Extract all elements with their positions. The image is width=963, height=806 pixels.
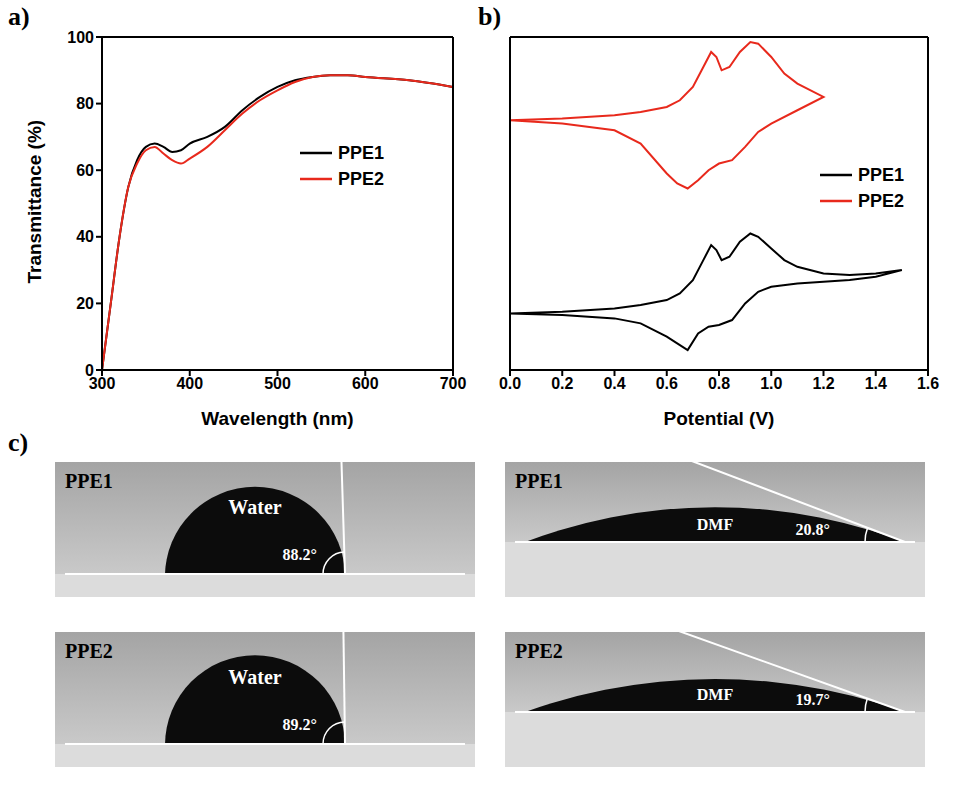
svg-text:100: 100 xyxy=(67,29,94,46)
svg-text:PPE1: PPE1 xyxy=(65,470,113,492)
svg-text:1.2: 1.2 xyxy=(812,375,834,392)
html-text:PPE1: PPE1 xyxy=(338,142,384,163)
svg-text:20.8°: 20.8° xyxy=(796,521,830,538)
svg-text:DMF: DMF xyxy=(697,686,734,703)
svg-text:20: 20 xyxy=(76,295,94,312)
svg-text:600: 600 xyxy=(352,375,379,392)
svg-text:PPE2: PPE2 xyxy=(65,640,113,662)
html-text:PPE1: PPE1 xyxy=(858,164,904,185)
svg-text:0: 0 xyxy=(85,362,94,379)
svg-text:Water: Water xyxy=(228,496,281,518)
svg-text:Potential (V): Potential (V) xyxy=(664,408,775,429)
html-text:PPE2: PPE2 xyxy=(858,190,904,211)
svg-text:1.6: 1.6 xyxy=(917,375,939,392)
svg-text:PPE2: PPE2 xyxy=(515,640,563,662)
svg-text:500: 500 xyxy=(264,375,291,392)
svg-text:1.4: 1.4 xyxy=(865,375,887,392)
svg-text:1.0: 1.0 xyxy=(760,375,782,392)
svg-text:89.2°: 89.2° xyxy=(283,716,317,733)
svg-text:Wavelength (nm): Wavelength (nm) xyxy=(201,408,353,429)
svg-text:PPE1: PPE1 xyxy=(515,470,563,492)
svg-text:700: 700 xyxy=(440,375,467,392)
html-text:a): a) xyxy=(8,2,30,31)
svg-text:0.0: 0.0 xyxy=(499,375,521,392)
svg-text:60: 60 xyxy=(76,162,94,179)
svg-text:0.8: 0.8 xyxy=(708,375,730,392)
svg-text:0.4: 0.4 xyxy=(603,375,625,392)
html-text:c): c) xyxy=(8,428,29,457)
svg-text:40: 40 xyxy=(76,228,94,245)
svg-text:Water: Water xyxy=(228,666,281,688)
svg-text:19.7°: 19.7° xyxy=(796,691,830,708)
svg-text:0.2: 0.2 xyxy=(551,375,573,392)
svg-text:88.2°: 88.2° xyxy=(283,546,317,563)
svg-text:0.6: 0.6 xyxy=(656,375,678,392)
svg-text:DMF: DMF xyxy=(697,516,734,533)
svg-text:400: 400 xyxy=(176,375,203,392)
svg-text:80: 80 xyxy=(76,95,94,112)
svg-text:Transmittance (%): Transmittance (%) xyxy=(24,120,45,284)
html-text:PPE2: PPE2 xyxy=(338,168,384,189)
html-text:b): b) xyxy=(478,2,502,31)
svg-text:300: 300 xyxy=(88,375,116,393)
